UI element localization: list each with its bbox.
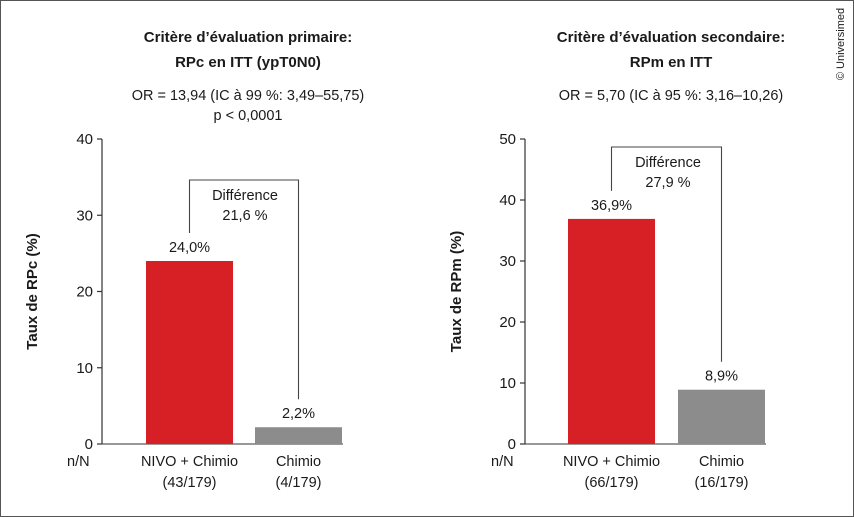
y-tick-label: 20: [76, 284, 93, 301]
stat-line1: OR = 13,94 (IC à 99 %: 3,49–55,75): [132, 88, 365, 104]
bar-nivo-chimio: [568, 218, 655, 444]
stat-line1: OR = 5,70 (IC à 95 %: 3,16–10,26): [559, 88, 783, 104]
chart-title-line1: Critère d’évaluation secondaire:: [557, 29, 785, 46]
n-over-N-label: n/N: [67, 454, 90, 470]
y-tick-label: 50: [499, 131, 516, 148]
difference-value: 21,6 %: [222, 208, 267, 224]
y-tick-label: 10: [76, 360, 93, 377]
credit-text: © Universimed: [835, 8, 847, 80]
y-tick-label: 40: [76, 131, 93, 148]
y-tick-label: 40: [499, 192, 516, 209]
category-label: Chimio: [276, 454, 321, 470]
chart-title-line2: RPc en ITT (ypT0N0): [175, 54, 321, 71]
y-tick-label: 30: [76, 207, 93, 224]
category-label: Chimio: [699, 454, 744, 470]
stat-line2: p < 0,0001: [214, 108, 283, 124]
y-axis-label: Taux de RPm (%): [448, 231, 465, 352]
bar-value-label: 8,9%: [705, 369, 738, 385]
bar-value-label: 2,2%: [282, 406, 315, 422]
bar-value-label: 36,9%: [591, 198, 632, 214]
category-label: NIVO + Chimio: [563, 454, 660, 470]
difference-bracket: [610, 146, 723, 362]
y-tick-label: 0: [85, 436, 93, 453]
chart-title-line2: RPm en ITT: [630, 54, 713, 71]
bar-nivo-chimio: [146, 261, 233, 444]
y-axis-label: Taux de RPc (%): [24, 233, 41, 349]
n-over-N-label: n/N: [491, 454, 514, 470]
y-tick-label: 0: [508, 436, 516, 453]
category-count: (16/179): [694, 475, 748, 491]
category-count: (66/179): [584, 475, 638, 491]
category-count: (43/179): [162, 475, 216, 491]
bar-chimio: [255, 427, 342, 444]
category-count: (4/179): [276, 475, 322, 491]
difference-label: Différence: [212, 188, 278, 204]
y-tick-label: 20: [499, 314, 516, 331]
chart-title-line1: Critère d’évaluation primaire:: [144, 29, 352, 46]
difference-label: Différence: [635, 155, 701, 171]
category-label: NIVO + Chimio: [141, 454, 238, 470]
difference-bracket: [188, 179, 300, 400]
bar-chimio: [678, 389, 765, 444]
bar-value-label: 24,0%: [169, 240, 210, 256]
difference-value: 27,9 %: [645, 175, 690, 191]
y-tick-label: 10: [499, 375, 516, 392]
y-tick-label: 30: [499, 253, 516, 270]
